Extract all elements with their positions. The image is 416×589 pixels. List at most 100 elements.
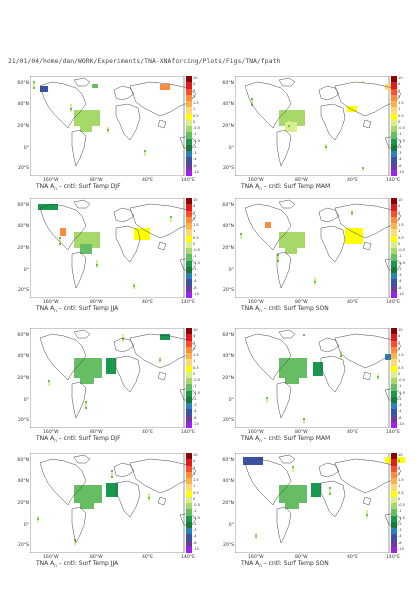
lon-label: 40°E bbox=[347, 178, 359, 183]
colorbar-label: 0 bbox=[193, 241, 196, 246]
colorbar-label: 1.5 bbox=[193, 223, 199, 227]
coastline bbox=[320, 225, 346, 263]
lat-label: 20°S bbox=[17, 166, 29, 171]
coastline bbox=[157, 371, 167, 381]
colorbar-label: -8 bbox=[193, 415, 197, 420]
map-panel: 60°N 40°N 20°N 0° 20°S 10 4 3 2 1.5 1 0.5 0 -0.5 -1 -1.… bbox=[215, 190, 405, 314]
colorbar-label: 4 bbox=[398, 82, 401, 87]
colorbar-label: 0 bbox=[398, 371, 401, 376]
lat-label: 20°N bbox=[17, 501, 29, 506]
colorbar bbox=[186, 198, 192, 298]
coastline bbox=[113, 462, 135, 478]
lat-label: 0° bbox=[228, 268, 234, 273]
colorbar-label: -1 bbox=[398, 254, 402, 259]
coastline bbox=[244, 81, 292, 129]
lat-label: 0° bbox=[23, 398, 29, 403]
colorbar-label: -1.5 bbox=[193, 260, 201, 265]
lon-label: 160°W bbox=[248, 178, 264, 183]
coastline bbox=[129, 458, 197, 494]
colorbar-label: -1 bbox=[398, 509, 402, 514]
anomaly-patch bbox=[265, 222, 271, 228]
colorbar-label: -1.5 bbox=[398, 138, 406, 143]
lat-label: 40°N bbox=[222, 224, 234, 229]
colorbar-label: -2 bbox=[193, 396, 197, 401]
colorbar-label: 0.5 bbox=[398, 113, 404, 118]
colorbar-label: 0 bbox=[193, 119, 196, 124]
colorbar-label: -8 bbox=[193, 285, 197, 290]
panel-caption: TNA An – cntl: Surf Temp JJA bbox=[36, 560, 119, 569]
colorbar bbox=[391, 76, 397, 176]
colorbar-label: -0.5 bbox=[398, 503, 406, 507]
coastline bbox=[73, 199, 91, 209]
colorbar-label: -3 bbox=[398, 273, 402, 277]
coastline bbox=[113, 207, 135, 223]
lon-label: 40°E bbox=[347, 430, 359, 435]
anomaly-patch bbox=[385, 84, 395, 90]
colorbar-label: -4 bbox=[193, 279, 197, 284]
colorbar-label: 10 bbox=[398, 453, 403, 457]
coastline bbox=[157, 496, 167, 506]
lon-label: 40°E bbox=[142, 430, 154, 435]
lat-label: 0° bbox=[23, 268, 29, 273]
anomaly-patch bbox=[347, 106, 357, 112]
colorbar-label: -8 bbox=[193, 540, 197, 545]
lat-label: 20°S bbox=[222, 166, 234, 171]
lat-label: 40°N bbox=[17, 224, 29, 229]
colorbar-label: 1 bbox=[398, 359, 401, 364]
colorbar-label: 1.5 bbox=[398, 353, 404, 357]
coastline bbox=[320, 480, 346, 518]
world-map bbox=[235, 328, 405, 428]
colorbar-label: -2 bbox=[398, 396, 402, 401]
anomaly-patch bbox=[80, 499, 94, 509]
colorbar-label: 3 bbox=[193, 88, 196, 93]
colorbar bbox=[391, 328, 397, 428]
panel-caption: TNA An – cntl: Surf Temp JJA bbox=[36, 305, 119, 314]
lon-label: 160°W bbox=[248, 300, 264, 305]
colorbar-label: -10 bbox=[193, 169, 199, 174]
colorbar-label: 4 bbox=[398, 334, 401, 339]
colorbar-label: 0.5 bbox=[398, 365, 404, 370]
anomaly-patch bbox=[285, 499, 299, 509]
coastline bbox=[334, 81, 402, 117]
lon-label: 140°E bbox=[386, 430, 400, 435]
lat-label: 20°N bbox=[222, 124, 234, 129]
colorbar-label: 3 bbox=[398, 465, 401, 470]
colorbar-label: 2 bbox=[398, 216, 401, 221]
lat-label: 20°N bbox=[17, 124, 29, 129]
map-panel: 60°N 40°N 20°N 0° 20°S 10 4 3 2 1.5 1 0.5 0 -0.5 -1 -1.… bbox=[10, 445, 200, 569]
lon-label: 80°W bbox=[90, 555, 103, 560]
lon-label: 160°W bbox=[43, 555, 59, 560]
colorbar-label: -0.5 bbox=[398, 378, 406, 382]
colorbar-label: 10 bbox=[193, 453, 198, 457]
coastline bbox=[278, 199, 296, 209]
lon-label: 80°W bbox=[90, 300, 103, 305]
colorbar-label: 3 bbox=[193, 340, 196, 345]
colorbar-label: -1 bbox=[193, 384, 197, 389]
colorbar-label: 2 bbox=[398, 471, 401, 476]
lat-label: 0° bbox=[23, 523, 29, 528]
anomaly-patch bbox=[80, 244, 92, 254]
colorbar-label: 1.5 bbox=[398, 478, 404, 482]
anomaly-patch bbox=[285, 244, 297, 254]
colorbar-label: 10 bbox=[398, 198, 403, 202]
colorbar-label: -10 bbox=[398, 421, 404, 426]
colorbar-label: 10 bbox=[398, 328, 403, 332]
colorbar-label: -10 bbox=[193, 291, 199, 296]
colorbar-label: -1.5 bbox=[398, 260, 406, 265]
colorbar-label: -0.5 bbox=[398, 126, 406, 130]
colorbar-label: -2 bbox=[193, 266, 197, 271]
colorbar-label: -1 bbox=[193, 132, 197, 137]
world-map bbox=[235, 453, 405, 553]
colorbar-label: 0 bbox=[193, 496, 196, 501]
lat-label: 20°N bbox=[17, 376, 29, 381]
anomaly-patch bbox=[74, 485, 102, 503]
colorbar-label: 3 bbox=[398, 340, 401, 345]
colorbar-label: 1 bbox=[193, 229, 196, 234]
coastline bbox=[276, 381, 292, 419]
lon-label: 40°E bbox=[142, 555, 154, 560]
lon-label: 140°E bbox=[181, 430, 195, 435]
colorbar-label: 0.5 bbox=[193, 365, 199, 370]
lon-label: 40°E bbox=[347, 300, 359, 305]
colorbar-label: 4 bbox=[398, 459, 401, 464]
colorbar-label: -1 bbox=[398, 132, 402, 137]
